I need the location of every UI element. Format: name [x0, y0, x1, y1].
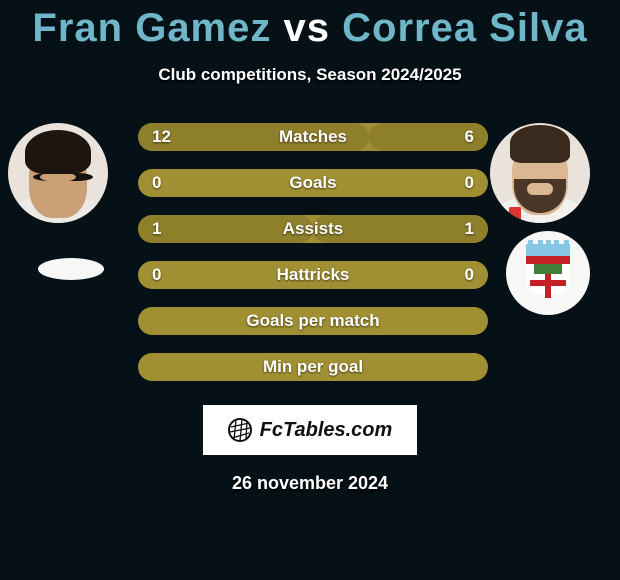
date-label: 26 november 2024: [0, 473, 620, 494]
branding-text: FcTables.com: [260, 419, 393, 442]
stat-label: Goals: [138, 169, 488, 197]
stat-label: Goals per match: [138, 307, 488, 335]
stat-row-matches: 12 Matches 6: [138, 123, 488, 151]
club-crest-icon: [520, 240, 576, 306]
stat-row-goals: 0 Goals 0: [138, 169, 488, 197]
title-player1: Fran Gamez: [32, 6, 271, 50]
stat-value-right: 1: [465, 215, 474, 243]
title-player2: Correa Silva: [342, 6, 587, 50]
branding-badge: FcTables.com: [203, 405, 417, 455]
stat-value-right: 0: [465, 261, 474, 289]
player1-avatar: [8, 123, 108, 223]
stat-label: Min per goal: [138, 353, 488, 381]
stat-label: Matches: [138, 123, 488, 151]
title-vs: vs: [284, 6, 331, 50]
player1-club-badge: [38, 258, 104, 280]
fctables-logo-icon: [228, 418, 252, 442]
stat-label: Hattricks: [138, 261, 488, 289]
stat-row-gpm: Goals per match: [138, 307, 488, 335]
content-area: 12 Matches 6 0 Goals 0 1 Assists 1: [0, 123, 620, 403]
page-title: Fran Gamez vs Correa Silva: [0, 0, 620, 51]
stat-label: Assists: [138, 215, 488, 243]
player2-beard: [514, 179, 566, 213]
stat-row-mpg: Min per goal: [138, 353, 488, 381]
stat-value-right: 6: [465, 123, 474, 151]
player1-head: [29, 144, 87, 218]
stat-row-assists: 1 Assists 1: [138, 215, 488, 243]
player2-avatar: [490, 123, 590, 223]
player2-head: [512, 139, 568, 215]
stat-row-hattricks: 0 Hattricks 0: [138, 261, 488, 289]
stat-value-right: 0: [465, 169, 474, 197]
subtitle: Club competitions, Season 2024/2025: [0, 65, 620, 85]
stats-list: 12 Matches 6 0 Goals 0 1 Assists 1: [138, 123, 488, 399]
comparison-infographic: Fran Gamez vs Correa Silva Club competit…: [0, 0, 620, 580]
player2-club-badge: [506, 231, 590, 315]
